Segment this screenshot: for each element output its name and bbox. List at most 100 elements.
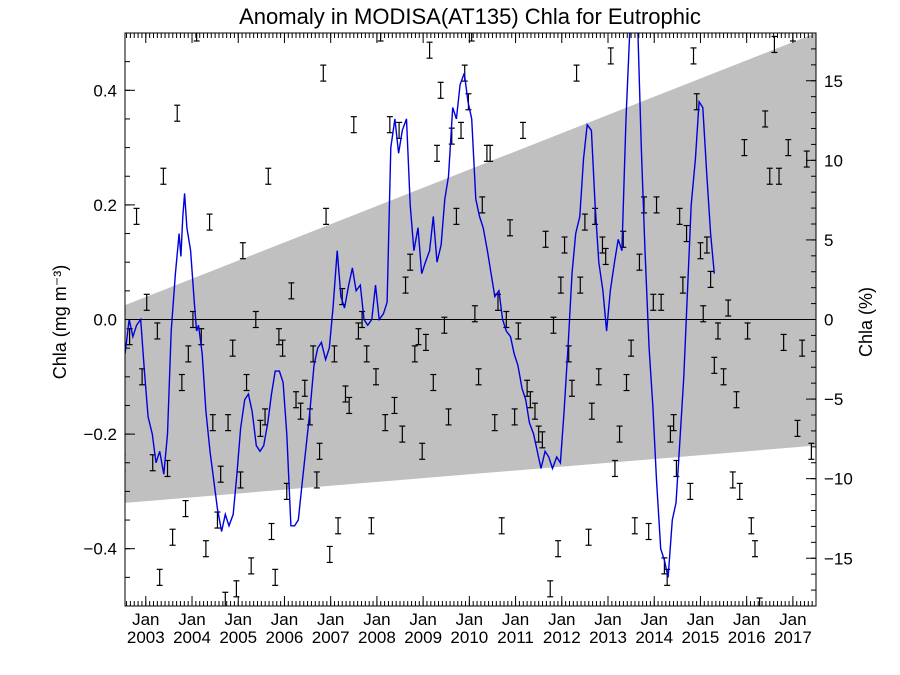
data-point-120 xyxy=(602,247,609,266)
data-point-157 xyxy=(744,322,751,340)
data-point-165 xyxy=(780,333,787,352)
right-tick-label: −10 xyxy=(824,470,853,489)
data-point-56 xyxy=(350,116,357,134)
data-point-132 xyxy=(653,196,660,214)
data-point-67 xyxy=(399,425,406,443)
data-point-35 xyxy=(268,522,275,541)
data-point-11 xyxy=(174,104,181,122)
data-point-26 xyxy=(233,580,240,598)
data-point-20 xyxy=(209,414,216,432)
data-point-112 xyxy=(573,64,580,82)
data-point-119 xyxy=(599,236,606,254)
x-tick-year-label: 2003 xyxy=(127,628,165,647)
data-point-41 xyxy=(293,391,300,409)
data-point-127 xyxy=(631,517,638,535)
chart-title: Anomaly in MODISA(AT135) Chla for Eutrop… xyxy=(239,4,701,29)
data-point-116 xyxy=(588,402,595,420)
data-point-153 xyxy=(729,471,736,489)
data-point-8 xyxy=(160,167,167,185)
data-point-169 xyxy=(799,339,806,357)
data-point-31 xyxy=(252,310,259,329)
data-point-58 xyxy=(359,310,366,329)
data-point-75 xyxy=(430,373,437,392)
data-point-64 xyxy=(386,116,393,134)
data-point-150 xyxy=(715,322,722,340)
left-tick-label: 0.0 xyxy=(93,311,117,330)
left-tick-label: 0.2 xyxy=(93,196,117,215)
data-point-29 xyxy=(243,373,250,392)
data-point-27 xyxy=(237,471,244,489)
x-tick-year-label: 2011 xyxy=(497,628,534,647)
data-point-143 xyxy=(690,47,697,65)
data-point-149 xyxy=(711,356,718,374)
x-tick-month-label: Jan xyxy=(271,610,298,629)
x-tick-year-label: 2012 xyxy=(543,628,581,647)
data-point-25 xyxy=(229,339,236,357)
series-line-0 xyxy=(125,33,715,578)
data-point-86 xyxy=(471,305,478,323)
x-tick-month-label: Jan xyxy=(502,610,529,629)
x-tick-year-label: 2013 xyxy=(589,628,627,647)
uncertainty-band xyxy=(125,33,816,503)
data-point-19 xyxy=(206,213,213,231)
data-point-170 xyxy=(803,150,810,168)
data-point-14 xyxy=(185,345,192,363)
data-point-118 xyxy=(595,368,602,386)
x-tick-month-label: Jan xyxy=(409,610,436,629)
data-point-60 xyxy=(368,517,375,535)
data-point-22 xyxy=(217,465,224,483)
x-tick-year-label: 2009 xyxy=(404,628,442,647)
y-axis-label-right: Chla (%) xyxy=(856,287,876,357)
data-point-152 xyxy=(725,299,732,317)
data-point-28 xyxy=(239,242,246,260)
data-point-76 xyxy=(433,144,440,162)
data-point-102 xyxy=(535,425,542,443)
data-point-97 xyxy=(515,322,522,340)
x-tick-month-label: Jan xyxy=(548,610,575,629)
data-point-142 xyxy=(687,482,694,500)
x-tick-year-label: 2010 xyxy=(450,628,488,647)
data-point-10 xyxy=(169,528,176,546)
data-point-113 xyxy=(577,276,584,294)
error-bar-points xyxy=(125,33,815,606)
data-point-148 xyxy=(707,270,714,288)
x-tick-month-label: Jan xyxy=(779,610,806,629)
data-point-12 xyxy=(178,373,185,392)
right-tick-label: 10 xyxy=(824,151,843,170)
data-point-147 xyxy=(703,236,710,254)
data-point-34 xyxy=(265,167,272,185)
data-point-166 xyxy=(785,139,792,157)
data-point-90 xyxy=(487,144,494,162)
data-point-6 xyxy=(154,322,161,340)
x-tick-year-label: 2006 xyxy=(266,628,304,647)
data-point-159 xyxy=(751,540,758,558)
data-point-18 xyxy=(202,540,209,558)
data-point-71 xyxy=(415,328,422,346)
right-tick-label: 0 xyxy=(824,311,833,330)
data-point-111 xyxy=(568,379,575,397)
data-point-146 xyxy=(700,305,707,323)
data-point-161 xyxy=(762,110,769,128)
data-point-145 xyxy=(697,242,704,260)
band-polygon xyxy=(125,33,816,503)
x-tick-month-label: Jan xyxy=(641,610,668,629)
data-point-36 xyxy=(272,568,279,586)
data-point-72 xyxy=(419,442,426,460)
data-point-151 xyxy=(720,368,727,386)
data-point-163 xyxy=(771,35,778,54)
data-point-103 xyxy=(539,431,546,449)
left-tick-label: −0.2 xyxy=(83,425,117,444)
data-point-104 xyxy=(542,230,549,248)
x-tick-year-label: 2008 xyxy=(358,628,396,647)
data-point-89 xyxy=(483,144,490,162)
data-point-62 xyxy=(377,33,384,42)
data-point-43 xyxy=(301,379,308,397)
x-tick-month-label: Jan xyxy=(317,610,344,629)
data-point-100 xyxy=(527,391,534,409)
data-point-32 xyxy=(257,419,264,437)
data-point-128 xyxy=(636,253,643,271)
axes: 0.40.20.0−0.2−0.4151050−5−10−15Jan2003Ja… xyxy=(83,32,853,647)
x-tick-year-label: 2005 xyxy=(219,628,257,647)
data-point-94 xyxy=(503,310,510,329)
